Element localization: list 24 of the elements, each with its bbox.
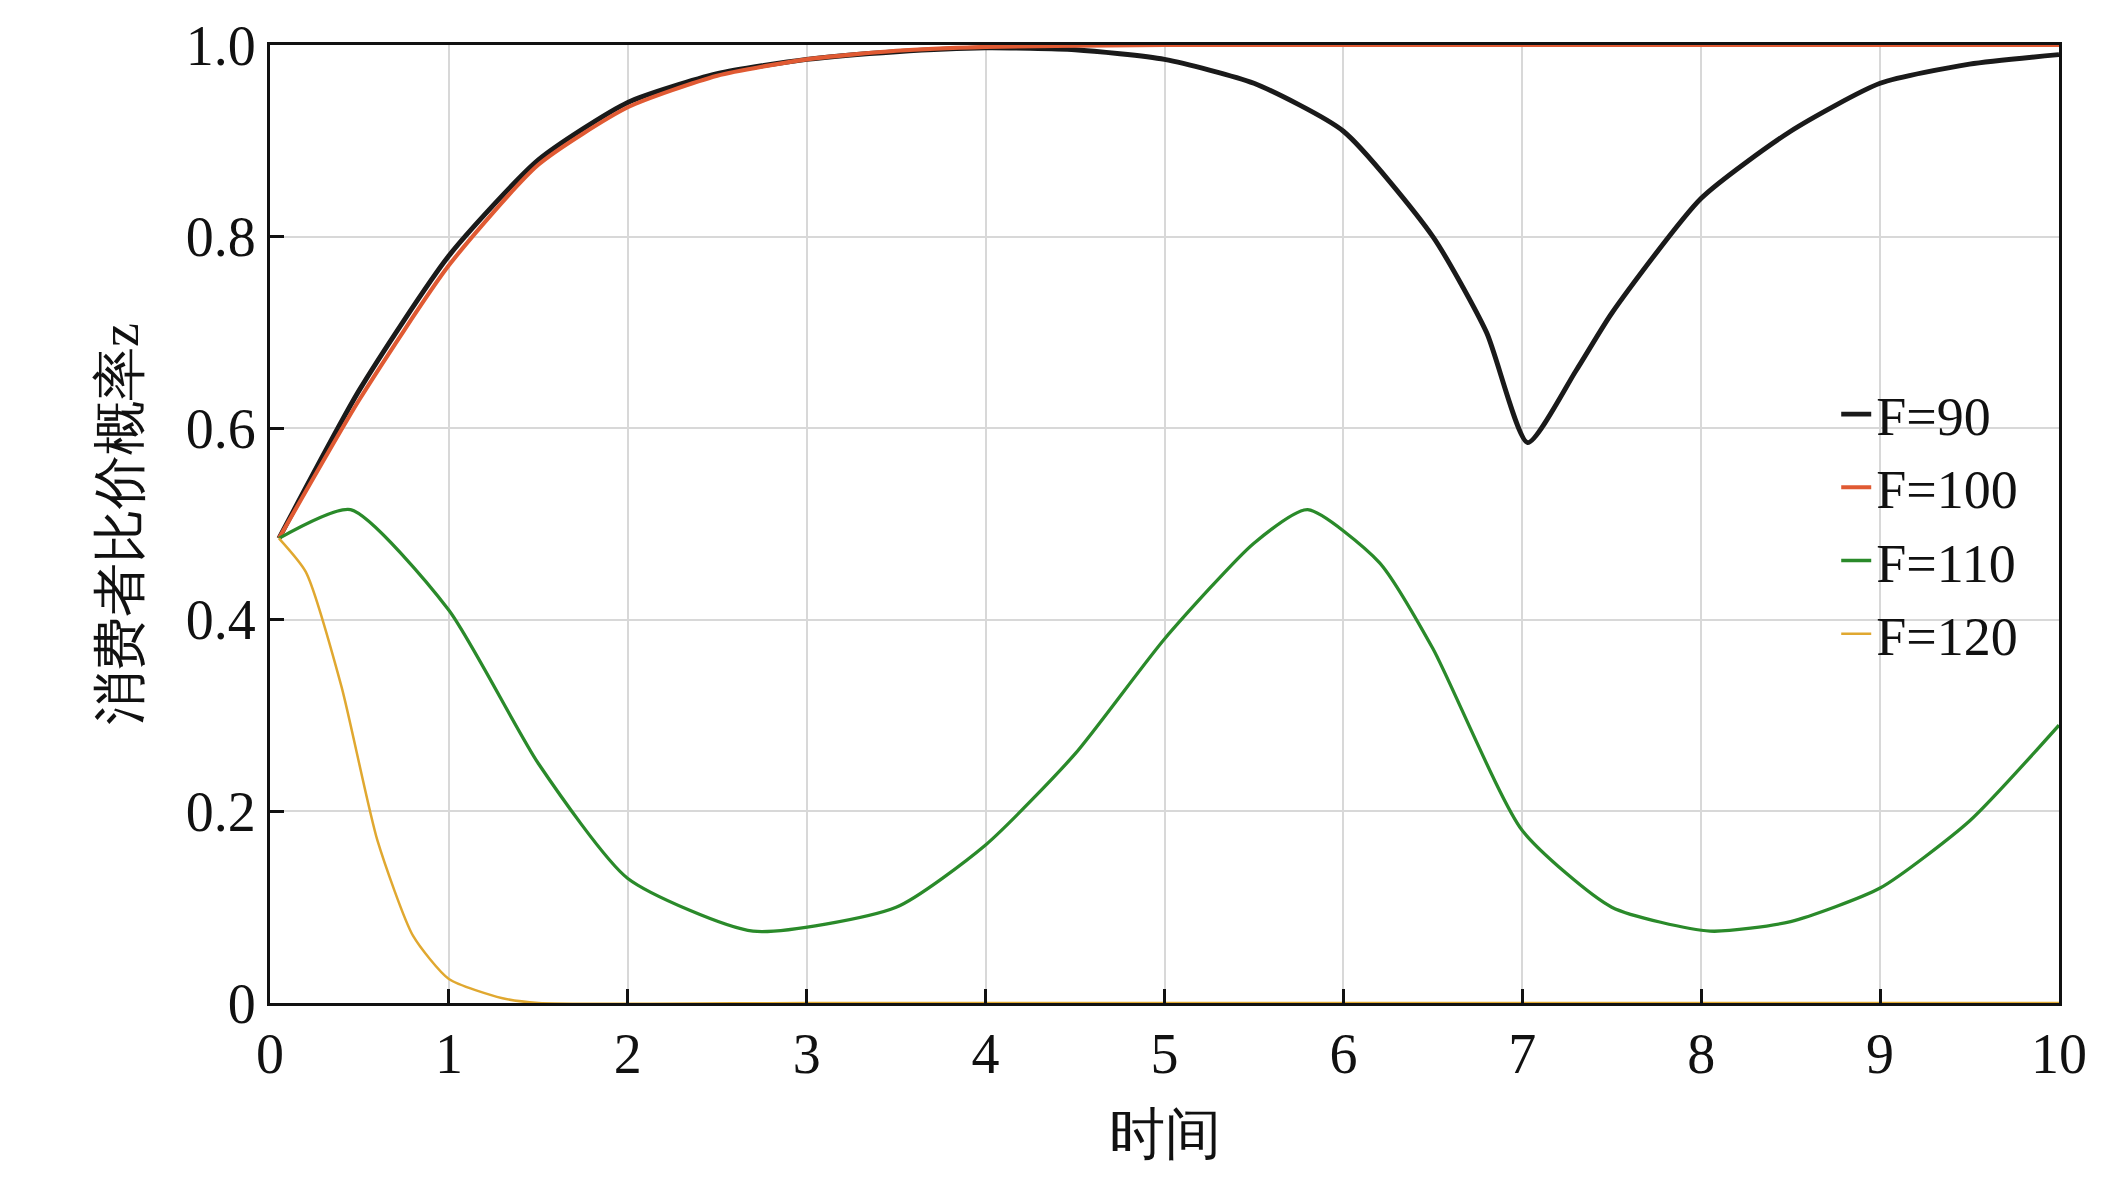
line-series <box>277 537 2059 1003</box>
legend-label: F=100 <box>1876 460 2018 521</box>
y-tick-label: 1.0 <box>185 14 256 77</box>
y-tick-label: 0.6 <box>185 397 256 460</box>
line-series <box>277 507 2059 934</box>
legend-label: F=120 <box>1876 606 2018 667</box>
y-axis-title: 消费者比价概率z <box>90 323 151 725</box>
legend-label: F=90 <box>1876 387 1991 448</box>
x-tick-label: 2 <box>613 1023 642 1086</box>
x-tick-label: 5 <box>1150 1023 1179 1086</box>
y-tick-label: 0.2 <box>185 781 256 843</box>
x-tick-label: 7 <box>1508 1023 1537 1086</box>
legend-label: F=110 <box>1876 533 2016 594</box>
y-tick-label: 0.8 <box>185 206 256 269</box>
x-tick-label: 9 <box>1866 1023 1895 1086</box>
x-tick-label: 8 <box>1687 1023 1716 1086</box>
x-tick-label: 1 <box>434 1023 463 1086</box>
x-tick-label: 6 <box>1329 1023 1358 1086</box>
x-tick-label: 3 <box>792 1023 821 1086</box>
y-tick-label: 0 <box>227 972 256 1035</box>
x-axis-title: 时间 <box>1108 1102 1221 1165</box>
x-tick-label: 10 <box>2031 1023 2087 1086</box>
y-tick-label: 0.4 <box>185 589 256 652</box>
x-tick-label: 4 <box>971 1023 1000 1086</box>
